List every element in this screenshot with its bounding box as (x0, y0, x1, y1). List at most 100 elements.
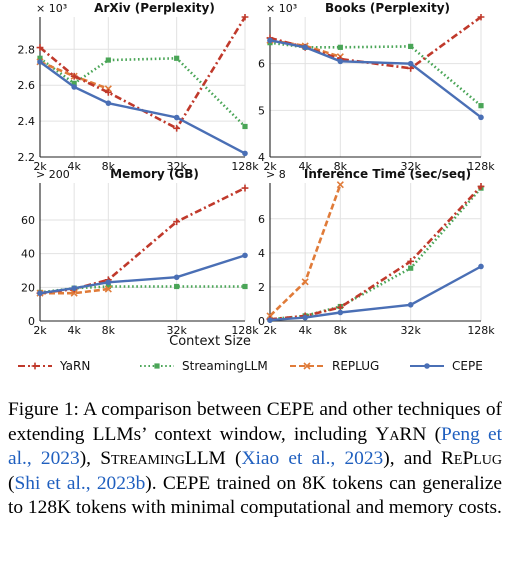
series-line-cepe (269, 39, 482, 119)
chart-panel-books-perplexity: 4 5 6 2k 4k 8k 32k 128k × 10³ Books (Perplexity) (258, 1, 495, 173)
x-tick-label: 4k (67, 324, 81, 337)
y-tick-label: 60 (21, 214, 35, 227)
data-point-cepe (478, 114, 484, 121)
legend-marker (154, 363, 160, 369)
data-point-yarn (173, 218, 181, 226)
data-point-cepe (105, 100, 112, 106)
data-point-streamingllm (242, 123, 248, 130)
legend-marker (303, 362, 311, 370)
x-axis-title: Context Size (169, 334, 251, 349)
data-point-replug (301, 278, 309, 286)
data-point-cepe (337, 309, 344, 316)
y-tick-label: 2.6 (18, 79, 36, 92)
data-point-streamingllm (408, 265, 414, 271)
data-point-cepe (242, 252, 248, 259)
data-point-cepe (173, 274, 180, 281)
data-point-yarn (104, 88, 112, 96)
legend-label: REPLUG (332, 359, 379, 373)
data-point-cepe (302, 314, 308, 321)
x-tick-label: 4k (298, 160, 312, 173)
y-tick-label: 0 (28, 315, 35, 328)
legend-item-replug: REPLUG (290, 359, 379, 373)
series-line-cepe (39, 60, 246, 155)
caption-yarn: YaRN (375, 423, 427, 445)
series-line-yarn (269, 15, 482, 70)
x-tick-label: 128k (467, 324, 495, 337)
data-point-cepe (242, 150, 248, 157)
chart-title: ArXiv (Perplexity) (94, 1, 215, 15)
y-multiplier-label: > 8 (266, 168, 286, 181)
y-multiplier-label: × 10³ (36, 2, 67, 15)
data-point-cepe (302, 44, 308, 51)
caption-streaming-cite[interactable]: Xiao et al., 2023 (241, 448, 384, 470)
chart-panel-inference-time-sec-seq: 0 2 4 6 2k 4k 8k 32k 128k > 8 Inference Time (sec/… (258, 167, 495, 337)
x-tick-label: 32k (166, 160, 187, 173)
data-point-cepe (37, 290, 43, 297)
caption-replug-cite[interactable]: Shi et al., 2023b (14, 472, 146, 494)
series-line-replug (40, 287, 109, 295)
y-tick-label: 40 (21, 248, 35, 261)
data-point-cepe (267, 317, 273, 323)
y-tick-label: 5 (258, 104, 265, 117)
data-point-yarn (477, 14, 485, 21)
figure-caption: Figure 1: A comparison between CEPE and … (8, 399, 503, 519)
x-tick-label: 128k (231, 160, 259, 173)
series-line-streamingllm (269, 41, 482, 107)
y-tick-label: 4 (258, 247, 265, 260)
data-point-cepe (71, 285, 77, 291)
y-tick-label: 0 (258, 315, 265, 328)
data-point-yarn (173, 124, 181, 132)
legend-item-yarn: YaRN (18, 359, 90, 373)
data-point-cepe (337, 58, 344, 65)
series-line-streamingllm (269, 187, 482, 321)
x-tick-label: 32k (400, 324, 421, 337)
y-tick-label: 2.4 (18, 115, 36, 128)
data-point-replug (104, 285, 112, 293)
legend-item-cepe: CEPE (410, 359, 483, 373)
data-point-cepe (173, 114, 180, 121)
data-point-replug (336, 181, 344, 189)
y-tick-label: 2.8 (18, 43, 36, 56)
series-line-cepe (269, 265, 482, 322)
caption-text-2: CEPE trained on 8K tokens can generalize… (8, 472, 502, 519)
chart-panel-arxiv-perplexity: 2.2 2.4 2.6 2.8 2k 4k 8k 32k 128k × 10³ ArXiv (Per… (18, 1, 260, 173)
x-tick-label: 32k (166, 324, 187, 337)
y-multiplier-label: > 200 (36, 168, 70, 181)
chart-title: Books (Perplexity) (325, 1, 450, 15)
y-tick-label: 4 (258, 151, 265, 164)
data-point-yarn (241, 184, 249, 192)
x-tick-label: 32k (400, 160, 421, 173)
legend-item-streamingllm: StreamingLLM (140, 359, 268, 373)
data-point-yarn (70, 72, 78, 80)
y-tick-label: 2 (258, 281, 265, 294)
data-point-cepe (478, 263, 484, 270)
data-point-cepe (105, 279, 112, 286)
data-point-cepe (267, 37, 273, 44)
data-point-streamingllm (337, 44, 343, 50)
data-point-streamingllm (242, 283, 248, 290)
caption-yarn-cite[interactable]: Peng et al., 2023 (8, 423, 502, 470)
y-tick-label: 2.2 (18, 151, 36, 164)
x-tick-label: 8k (334, 324, 348, 337)
y-tick-label: 6 (258, 213, 265, 226)
data-point-cepe (37, 59, 43, 65)
data-point-streamingllm (37, 55, 43, 61)
y-multiplier-label: × 10³ (266, 2, 297, 15)
legend-label: StreamingLLM (182, 359, 268, 373)
legend-marker (424, 363, 430, 369)
x-tick-label: 8k (334, 160, 348, 173)
x-tick-label: 8k (102, 160, 116, 173)
x-tick-label: 128k (231, 324, 259, 337)
x-tick-label: 4k (67, 160, 81, 173)
legend-marker (31, 362, 39, 370)
data-point-streamingllm (478, 103, 484, 109)
data-point-cepe (407, 60, 414, 67)
x-tick-label: 8k (102, 324, 116, 337)
caption-replug: RePlug (440, 448, 503, 470)
data-point-streamingllm (105, 57, 111, 63)
series-line-yarn (39, 186, 246, 295)
comparison-figure: 2.2 2.4 2.6 2.8 2k 4k 8k 32k 128k × 10³ ArXiv (Per… (18, 1, 496, 373)
chart-title: Inference Time (sec/seq) (304, 167, 471, 181)
data-point-yarn (336, 303, 344, 311)
legend-label: CEPE (452, 359, 483, 373)
